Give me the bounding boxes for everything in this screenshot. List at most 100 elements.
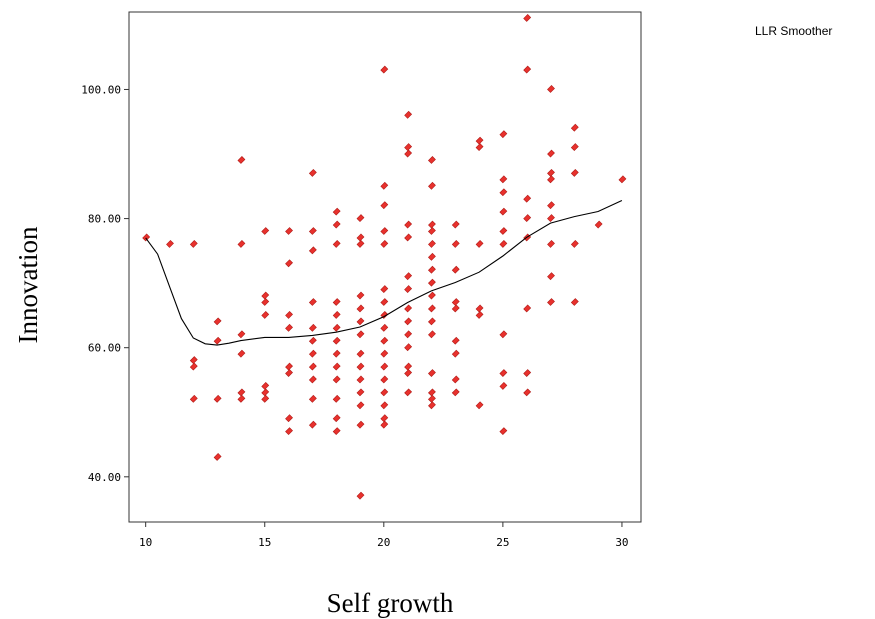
data-point xyxy=(356,317,365,326)
data-point xyxy=(499,227,508,235)
data-point xyxy=(332,310,341,319)
data-point xyxy=(404,285,413,294)
data-point xyxy=(428,220,436,229)
data-point xyxy=(451,298,460,306)
data-point xyxy=(380,349,389,358)
data-point xyxy=(308,420,317,429)
data-point xyxy=(237,349,246,358)
data-point xyxy=(356,291,365,300)
data-point xyxy=(570,143,579,151)
data-point xyxy=(380,227,389,235)
data-point xyxy=(570,168,579,177)
data-point xyxy=(356,349,365,358)
data-point xyxy=(428,394,436,403)
data-point xyxy=(189,362,198,371)
data-point xyxy=(570,298,579,306)
data-point xyxy=(380,414,389,423)
y-tick-label: 100.00 xyxy=(81,83,121,96)
data-point xyxy=(428,401,436,410)
data-point xyxy=(404,220,413,229)
data-point xyxy=(285,414,293,423)
data-point xyxy=(428,265,436,274)
data-point xyxy=(213,394,222,403)
data-point xyxy=(594,220,603,229)
data-point xyxy=(332,349,341,358)
data-point xyxy=(547,214,555,223)
data-point xyxy=(285,227,293,235)
data-point xyxy=(428,181,436,190)
data-point xyxy=(356,362,365,371)
llr-smoother-line xyxy=(145,200,623,346)
data-point xyxy=(308,362,317,371)
data-point xyxy=(332,427,341,436)
data-point xyxy=(499,239,508,248)
data-point xyxy=(308,246,317,255)
data-point xyxy=(451,375,460,384)
data-point xyxy=(547,175,555,184)
data-point xyxy=(451,349,460,358)
data-point xyxy=(237,156,246,164)
data-point xyxy=(142,233,151,242)
data-point xyxy=(356,375,365,384)
data-point xyxy=(499,369,508,377)
data-point xyxy=(404,330,413,339)
data-point xyxy=(451,388,460,397)
data-point xyxy=(261,227,270,235)
y-axis-label: Innovation xyxy=(13,226,43,343)
data-point xyxy=(213,453,222,461)
data-point xyxy=(308,394,317,403)
data-point xyxy=(451,336,460,345)
data-point xyxy=(308,298,317,306)
data-points xyxy=(142,14,627,500)
data-point xyxy=(332,239,341,248)
data-point xyxy=(499,207,508,216)
data-point xyxy=(475,136,484,145)
data-point xyxy=(332,394,341,403)
data-point xyxy=(475,310,484,319)
data-point xyxy=(285,362,293,371)
data-point xyxy=(523,388,532,397)
data-point xyxy=(380,336,389,345)
y-axis: 40.00 60.00 80.00 100.00 xyxy=(81,83,129,484)
x-tick-label: 20 xyxy=(377,536,390,549)
y-tick-label: 40.00 xyxy=(88,471,121,484)
data-point xyxy=(428,291,436,300)
data-point xyxy=(332,207,341,216)
data-point xyxy=(285,427,293,436)
data-point xyxy=(499,130,508,139)
data-point xyxy=(332,414,341,423)
data-point xyxy=(499,188,508,197)
data-point xyxy=(308,323,317,332)
data-point xyxy=(308,349,317,358)
data-point xyxy=(308,336,317,345)
data-point xyxy=(332,298,341,306)
data-point xyxy=(547,272,555,281)
data-point xyxy=(356,420,365,429)
data-point xyxy=(380,323,389,332)
data-point xyxy=(380,420,389,429)
data-point xyxy=(285,369,293,377)
data-point xyxy=(618,175,627,184)
data-point xyxy=(428,227,436,235)
data-point xyxy=(261,310,270,319)
data-point xyxy=(570,239,579,248)
data-point xyxy=(523,14,532,22)
data-point xyxy=(189,239,198,248)
data-point xyxy=(475,143,484,151)
data-point xyxy=(380,362,389,371)
data-point xyxy=(547,149,555,158)
y-tick-label: 60.00 xyxy=(88,342,121,355)
x-tick-label: 10 xyxy=(139,536,152,549)
data-point xyxy=(356,239,365,248)
data-point xyxy=(475,304,484,313)
data-point xyxy=(332,220,341,229)
data-point xyxy=(213,336,222,345)
data-point xyxy=(404,304,413,313)
data-point xyxy=(547,239,555,248)
data-point xyxy=(428,369,436,377)
data-point xyxy=(404,388,413,397)
data-point xyxy=(547,85,555,93)
data-point xyxy=(356,491,365,500)
data-point xyxy=(261,382,270,390)
